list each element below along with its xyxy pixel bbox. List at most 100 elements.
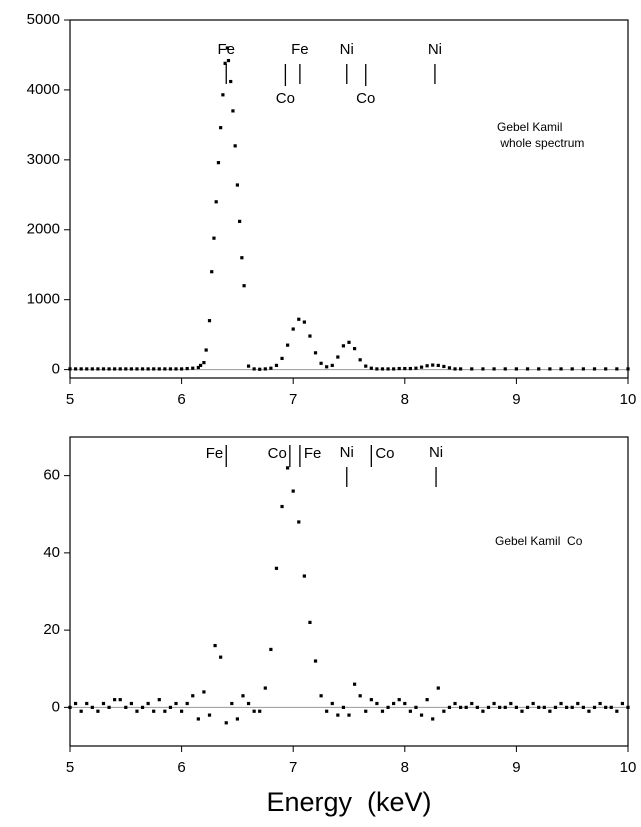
data-point bbox=[214, 200, 218, 204]
data-point bbox=[548, 367, 552, 371]
data-point bbox=[431, 717, 435, 721]
data-point bbox=[207, 319, 212, 323]
data-point bbox=[229, 79, 233, 84]
data-point bbox=[198, 363, 203, 368]
data-point bbox=[325, 365, 329, 369]
panel-note: Gebel Kamil Co bbox=[495, 534, 583, 548]
data-point bbox=[581, 367, 585, 371]
data-point bbox=[375, 367, 379, 371]
data-point bbox=[313, 351, 318, 355]
data-point bbox=[431, 363, 435, 367]
data-point bbox=[492, 701, 496, 706]
data-point bbox=[302, 320, 306, 324]
data-point bbox=[375, 701, 379, 706]
data-point bbox=[291, 489, 295, 493]
data-point bbox=[129, 701, 133, 706]
x-tick-label: 7 bbox=[289, 391, 297, 408]
x-tick-label: 6 bbox=[177, 759, 185, 776]
data-point bbox=[626, 367, 630, 371]
data-point bbox=[157, 367, 161, 371]
data-point bbox=[107, 367, 111, 371]
data-point bbox=[73, 367, 78, 371]
data-point bbox=[386, 705, 390, 709]
y-tick-label: 2000 bbox=[27, 221, 60, 238]
data-point bbox=[408, 709, 412, 713]
data-point bbox=[233, 144, 237, 148]
data-point bbox=[447, 366, 452, 370]
data-point bbox=[79, 709, 83, 713]
data-point bbox=[202, 690, 206, 694]
data-point bbox=[330, 363, 334, 368]
data-point bbox=[258, 709, 262, 713]
data-point bbox=[325, 709, 329, 713]
data-point bbox=[185, 701, 189, 706]
data-point bbox=[219, 655, 223, 659]
data-point bbox=[553, 705, 558, 709]
data-point bbox=[258, 367, 262, 371]
data-point bbox=[85, 367, 89, 371]
data-point bbox=[425, 698, 429, 702]
data-point bbox=[319, 361, 323, 365]
data-point bbox=[216, 161, 221, 165]
data-point bbox=[520, 709, 524, 713]
data-point bbox=[364, 709, 368, 713]
data-point bbox=[397, 366, 401, 371]
panel-note: Gebel Kamil bbox=[497, 120, 562, 134]
data-point bbox=[380, 367, 385, 371]
x-tick-label: 6 bbox=[177, 391, 185, 408]
data-point bbox=[313, 659, 318, 663]
data-point bbox=[403, 366, 407, 371]
data-point bbox=[101, 701, 106, 706]
data-point bbox=[252, 709, 256, 713]
data-point bbox=[291, 327, 295, 331]
data-point bbox=[576, 701, 580, 706]
data-point bbox=[453, 367, 457, 371]
data-point bbox=[436, 363, 440, 368]
data-point bbox=[481, 709, 485, 713]
data-point bbox=[548, 709, 552, 713]
data-point bbox=[352, 682, 357, 686]
data-point bbox=[537, 705, 541, 709]
data-point bbox=[403, 701, 407, 706]
data-point bbox=[447, 705, 452, 709]
data-point bbox=[358, 358, 362, 362]
data-point bbox=[73, 701, 78, 706]
data-point bbox=[118, 367, 122, 371]
data-point bbox=[498, 705, 502, 709]
peak-label: Co bbox=[375, 445, 394, 462]
x-tick-label: 8 bbox=[401, 391, 409, 408]
data-point bbox=[587, 709, 591, 713]
x-tick-label: 5 bbox=[66, 391, 74, 408]
data-point bbox=[280, 356, 284, 361]
data-point bbox=[274, 566, 279, 570]
peak-label: Fe bbox=[206, 445, 224, 462]
data-point bbox=[464, 705, 468, 709]
data-point bbox=[336, 713, 340, 717]
x-tick-label: 7 bbox=[289, 759, 297, 776]
data-point bbox=[408, 366, 412, 371]
data-point bbox=[481, 367, 485, 371]
data-point bbox=[531, 701, 535, 706]
data-point bbox=[168, 367, 173, 371]
data-point bbox=[486, 705, 491, 709]
data-point bbox=[191, 694, 195, 698]
data-point bbox=[470, 367, 474, 371]
y-tick-label: 3000 bbox=[27, 151, 60, 168]
data-point bbox=[235, 183, 239, 187]
data-point bbox=[221, 93, 225, 97]
data-point bbox=[180, 709, 184, 713]
data-point bbox=[369, 366, 373, 370]
data-point bbox=[570, 367, 574, 371]
data-point bbox=[185, 366, 189, 371]
data-point bbox=[436, 686, 440, 690]
data-point bbox=[146, 701, 150, 706]
data-point bbox=[514, 367, 518, 371]
data-point bbox=[459, 367, 463, 371]
data-point bbox=[90, 705, 94, 709]
data-point bbox=[118, 698, 122, 702]
plot-frame bbox=[69, 19, 629, 379]
data-point bbox=[369, 698, 373, 702]
data-point bbox=[609, 705, 613, 709]
data-point bbox=[152, 367, 156, 371]
